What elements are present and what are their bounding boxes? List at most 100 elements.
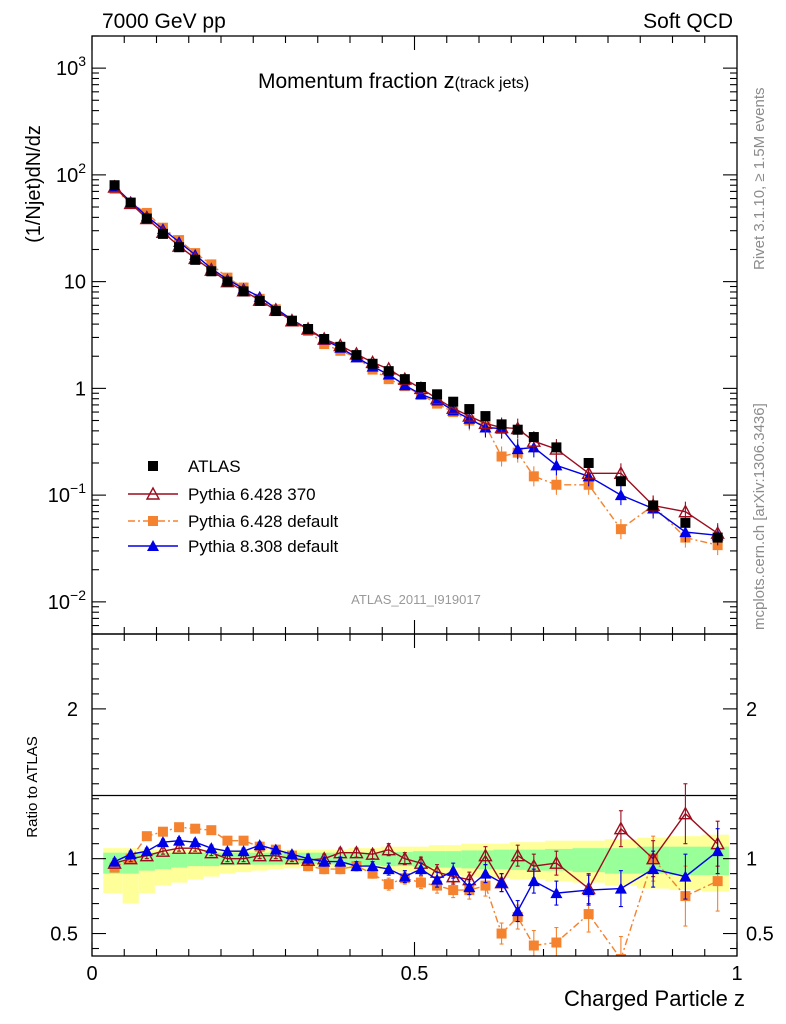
plot-title-sub: (track jets) <box>455 75 530 92</box>
main-point-atlas <box>222 276 233 287</box>
ratio-point-pythia-6-428-default <box>238 835 249 846</box>
ratio-point-pythia-8-308-default <box>414 863 427 875</box>
main-point-atlas <box>432 389 443 400</box>
ratio-point-pythia-8-308-default <box>253 839 266 851</box>
energy-label: 7000 GeV pp <box>102 10 226 33</box>
main-point-atlas <box>206 266 217 277</box>
ratio-point-pythia-6-428-default <box>206 825 217 836</box>
main-ytick-label: 10 <box>64 272 86 294</box>
main-point-atlas <box>512 424 523 435</box>
ratio-point-pythia-8-308-default <box>511 905 524 917</box>
main-point-atlas <box>448 396 459 407</box>
main-line-pythia-6-428-370 <box>114 186 718 534</box>
legend-label-pythia-8-308-default: Pythia 8.308 default <box>188 537 339 556</box>
ratio-point-pythia-8-308-default <box>495 876 508 888</box>
ratio-point-pythia-6-428-370 <box>510 848 525 862</box>
ratio-point-pythia-8-308-default <box>318 855 331 867</box>
ratio-point-pythia-8-308-default <box>366 860 379 872</box>
ratio-band-inner-bin <box>203 852 220 867</box>
ratio-ytick-label-left: 2 <box>67 699 78 721</box>
plot-title-z: z <box>444 68 455 93</box>
main-point-atlas <box>615 476 626 487</box>
main-point-atlas <box>238 286 249 297</box>
ratio-point-pythia-6-428-370 <box>252 848 267 862</box>
main-point-atlas <box>157 228 168 239</box>
main-point-atlas <box>303 323 314 334</box>
ratio-band-inner-bin <box>461 850 478 869</box>
legend: ATLAS Pythia 6.428 370 Pythia 6.428 defaul… <box>128 457 339 556</box>
ratio-xtick-label: 0 <box>86 963 97 985</box>
ratio-point-pythia-8-308-default <box>124 848 137 860</box>
main-ytick-label: 103 <box>56 53 86 80</box>
main-series-layer <box>107 179 725 556</box>
ratio-point-pythia-6-428-370 <box>397 851 413 865</box>
side-note-bottom: mcplots.cern.ch [arXiv:1306.3436] <box>751 403 768 630</box>
ratio-point-pythia-8-308-default <box>382 863 395 875</box>
main-point-atlas <box>109 180 120 191</box>
ratio-point-pythia-6-428-default <box>174 822 185 833</box>
ratio-point-pythia-6-428-370 <box>349 845 364 859</box>
main-point-pythia-8-308-default <box>614 489 627 501</box>
ratio-point-pythia-6-428-370 <box>188 840 203 854</box>
process-label: Soft QCD <box>643 10 733 33</box>
ratio-ytick-label-right: 0.5 <box>746 924 774 946</box>
ratio-point-pythia-8-308-default <box>156 836 169 848</box>
ratio-band-inner-bin <box>604 848 638 874</box>
ratio-point-pythia-8-308-default <box>350 860 363 872</box>
analysis-id: ATLAS_2011_I919017 <box>351 592 481 607</box>
ratio-point-pythia-6-428-default <box>712 876 723 887</box>
ratio-band-inner-bin <box>429 851 446 868</box>
legend-label-atlas: ATLAS <box>188 457 241 476</box>
ratio-series-layer <box>107 783 725 956</box>
main-point-atlas <box>464 404 475 415</box>
main-point-atlas <box>190 254 201 265</box>
ratio-point-pythia-6-428-default <box>335 864 346 875</box>
ratio-point-pythia-8-308-default <box>302 852 315 864</box>
ratio-ytick-label-right: 1 <box>746 849 757 871</box>
plot-title: Momentum fraction z(track jets) <box>258 68 529 93</box>
ratio-point-pythia-8-308-default <box>582 884 595 896</box>
main-point-pythia-8-308-default <box>679 526 692 538</box>
ratio-band-inner-bin <box>572 848 605 873</box>
ratio-ytick-label-right: 2 <box>746 699 757 721</box>
side-note-top: Rivet 3.1.10, ≥ 1.5M events <box>751 88 768 271</box>
legend-label-pythia-6-428-370: Pythia 6.428 370 <box>188 485 316 504</box>
ratio-point-pythia-8-308-default <box>221 845 234 857</box>
ratio-point-pythia-8-308-default <box>237 845 250 857</box>
main-point-atlas <box>712 532 723 543</box>
ratio-point-pythia-8-308-default <box>189 836 202 848</box>
main-point-atlas <box>174 242 185 253</box>
ratio-point-pythia-8-308-default <box>614 882 627 894</box>
ratio-point-pythia-6-428-370 <box>236 851 251 865</box>
ratio-band-inner-bin <box>445 851 462 868</box>
ratio-band-inner-bin <box>380 851 397 867</box>
ratio-point-pythia-8-308-default <box>334 855 347 867</box>
plot-title-main: Momentum fraction <box>258 70 444 93</box>
ratio-ylabel: Ratio to ATLAS <box>24 736 41 837</box>
main-point-atlas <box>480 411 491 422</box>
ratio-point-pythia-6-428-default <box>190 823 201 834</box>
main-point-pythia-6-428-default <box>551 479 562 490</box>
ratio-point-pythia-8-308-default <box>647 863 660 875</box>
main-ytick-label: 1 <box>75 378 86 400</box>
ratio-point-pythia-6-428-default <box>583 909 594 920</box>
legend-marker-pythia-6-428-370 <box>145 486 161 500</box>
legend-marker-atlas <box>148 461 158 471</box>
ratio-point-pythia-8-308-default <box>398 870 411 882</box>
ratio-point-pythia-8-308-default <box>679 870 692 882</box>
main-point-atlas <box>496 419 507 430</box>
main-point-pythia-6-428-default <box>528 471 539 482</box>
main-point-atlas <box>286 315 297 326</box>
main-ytick-label: 102 <box>56 160 86 187</box>
main-line-pythia-8-308-default <box>114 185 718 536</box>
ratio-point-pythia-6-428-370 <box>268 848 284 862</box>
main-point-atlas <box>141 213 152 224</box>
legend-marker-pythia-6-428-default <box>148 516 158 526</box>
main-point-pythia-6-428-370 <box>678 504 693 518</box>
ratio-band-inner-bin <box>187 852 204 867</box>
main-point-atlas <box>125 197 136 208</box>
ratio-point-pythia-8-308-default <box>550 887 563 899</box>
main-point-pythia-6-428-370 <box>581 465 596 480</box>
ratio-point-pythia-6-428-370 <box>220 851 235 865</box>
